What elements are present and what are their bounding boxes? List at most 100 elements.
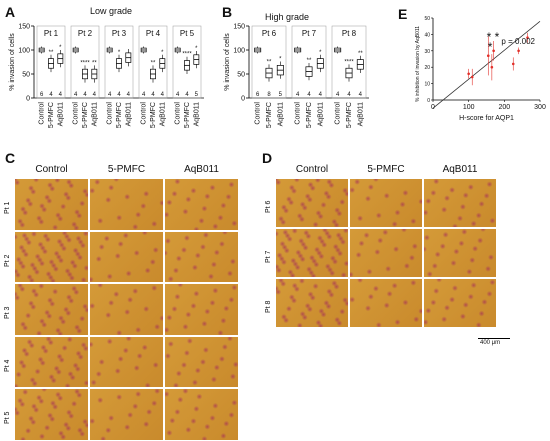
panel-a-letter: A <box>5 4 16 20</box>
significance-label: * <box>319 50 322 56</box>
n-label: 4 <box>307 92 311 98</box>
group-title: Pt 6 <box>262 29 277 38</box>
x-category-label: 5-PMFC <box>306 102 313 128</box>
column-header: AqB011 <box>442 164 478 175</box>
group-frame <box>172 25 202 99</box>
group-title: Pt 3 <box>112 29 127 38</box>
x-category-label: AqB011 <box>57 102 64 126</box>
n-label: 4 <box>319 92 323 98</box>
x-category-label: AqB011 <box>357 102 364 126</box>
micrograph-image <box>275 278 349 328</box>
group-title: Pt 1 <box>44 29 59 38</box>
x-category-label: Control <box>255 102 262 125</box>
panel-c-letter: C <box>5 150 16 166</box>
y-tick-label: 0 <box>26 96 30 103</box>
y-tick-label: 150 <box>233 24 245 31</box>
micrograph-image <box>423 228 497 278</box>
y-tick-label: 30 <box>424 49 430 55</box>
micrograph-image <box>275 228 349 278</box>
n-label: 4 <box>296 92 300 98</box>
significance-label: **** <box>80 60 90 66</box>
x-axis-label: H-score for AQP1 <box>459 115 514 122</box>
micrograph-image <box>275 178 349 228</box>
panel-b-title: High grade <box>265 12 310 22</box>
n-label: 5 <box>195 92 199 98</box>
micrograph-image <box>164 230 239 283</box>
row-label: Pt 5 <box>4 411 11 425</box>
data-point <box>490 65 494 69</box>
micrograph-image <box>164 335 239 388</box>
data-point <box>492 49 495 53</box>
n-label: 4 <box>127 92 131 98</box>
significance-label: **** <box>344 59 354 65</box>
panel-b-letter: B <box>222 4 233 20</box>
micrograph-image <box>164 178 239 231</box>
scale-bar <box>478 338 510 339</box>
group-frame <box>70 25 100 99</box>
data-point <box>526 36 529 39</box>
x-category-label: 5-PMFC <box>48 102 55 128</box>
x-category-label: Control <box>295 102 302 125</box>
significance-label: * <box>161 50 164 56</box>
panel-a-boxplot: 0 50 100 150% invasion of cells Pt 1 6 Control… <box>9 24 204 128</box>
x-category-label: 5-PMFC <box>184 102 191 128</box>
n-label: 4 <box>74 92 78 98</box>
n-label: 4 <box>161 92 165 98</box>
row-label: Pt 7 <box>265 250 272 263</box>
n-label: 4 <box>108 92 112 98</box>
n-label: 4 <box>347 92 351 98</box>
significance-label: ** <box>307 58 312 64</box>
significance-label: ** <box>267 59 272 65</box>
data-point <box>486 54 490 58</box>
x-tick-label: 0 <box>431 104 435 111</box>
significance-label: ** <box>49 50 54 56</box>
group-frame <box>291 25 327 99</box>
y-axis-label: % invasion of cells <box>224 33 231 91</box>
x-category-label: Control <box>107 102 114 125</box>
y-tick-label: 100 <box>233 48 245 55</box>
x-category-label: AqB011 <box>159 102 166 126</box>
y-tick-label: 150 <box>18 24 30 31</box>
micrograph-image <box>349 178 423 228</box>
micrograph-image <box>89 335 164 388</box>
significance-label: ** <box>358 51 363 57</box>
n-label: 4 <box>336 92 340 98</box>
y-tick-label: 0 <box>241 96 245 103</box>
regression-line <box>432 20 541 109</box>
micrograph-image <box>349 228 423 278</box>
group-frame <box>331 25 367 99</box>
group-title: Pt 7 <box>302 29 317 38</box>
x-category-label: AqB011 <box>317 102 324 126</box>
group-title: Pt 2 <box>78 29 93 38</box>
n-label: 4 <box>59 92 63 98</box>
n-label: 4 <box>117 92 121 98</box>
scale-bar-label: 400 μm <box>480 340 501 346</box>
x-category-label: AqB011 <box>91 102 98 126</box>
micrograph-image <box>14 178 89 231</box>
x-tick-label: 200 <box>498 104 510 111</box>
significance-label: * <box>279 57 282 63</box>
n-label: 4 <box>142 92 146 98</box>
significance-label: **** <box>182 52 192 58</box>
y-tick-label: 0 <box>427 98 430 104</box>
data-point <box>517 49 520 53</box>
x-category-label: Control <box>39 102 46 125</box>
significance-stars: * <box>488 40 493 54</box>
n-label: 8 <box>267 92 271 98</box>
micrograph-image <box>14 283 89 336</box>
x-category-label: AqB011 <box>277 102 284 126</box>
micrograph-image <box>89 230 164 283</box>
x-category-label: AqB011 <box>193 102 200 126</box>
row-label: Pt 2 <box>4 254 11 267</box>
x-category-label: Control <box>73 102 80 125</box>
data-point <box>467 72 470 76</box>
group-title: Pt 5 <box>180 29 195 38</box>
n-label: 4 <box>151 92 155 98</box>
y-tick-label: 50 <box>424 16 430 22</box>
x-category-label: 5-PMFC <box>116 102 123 128</box>
panel-b-boxplot: 0 50 100 150% invasion of cells Pt 6 6 Control… <box>224 24 369 128</box>
column-header: Control <box>35 164 68 175</box>
x-tick-label: 300 <box>534 104 546 111</box>
significance-stars: * * <box>487 30 500 44</box>
column-header: Control <box>295 164 329 175</box>
